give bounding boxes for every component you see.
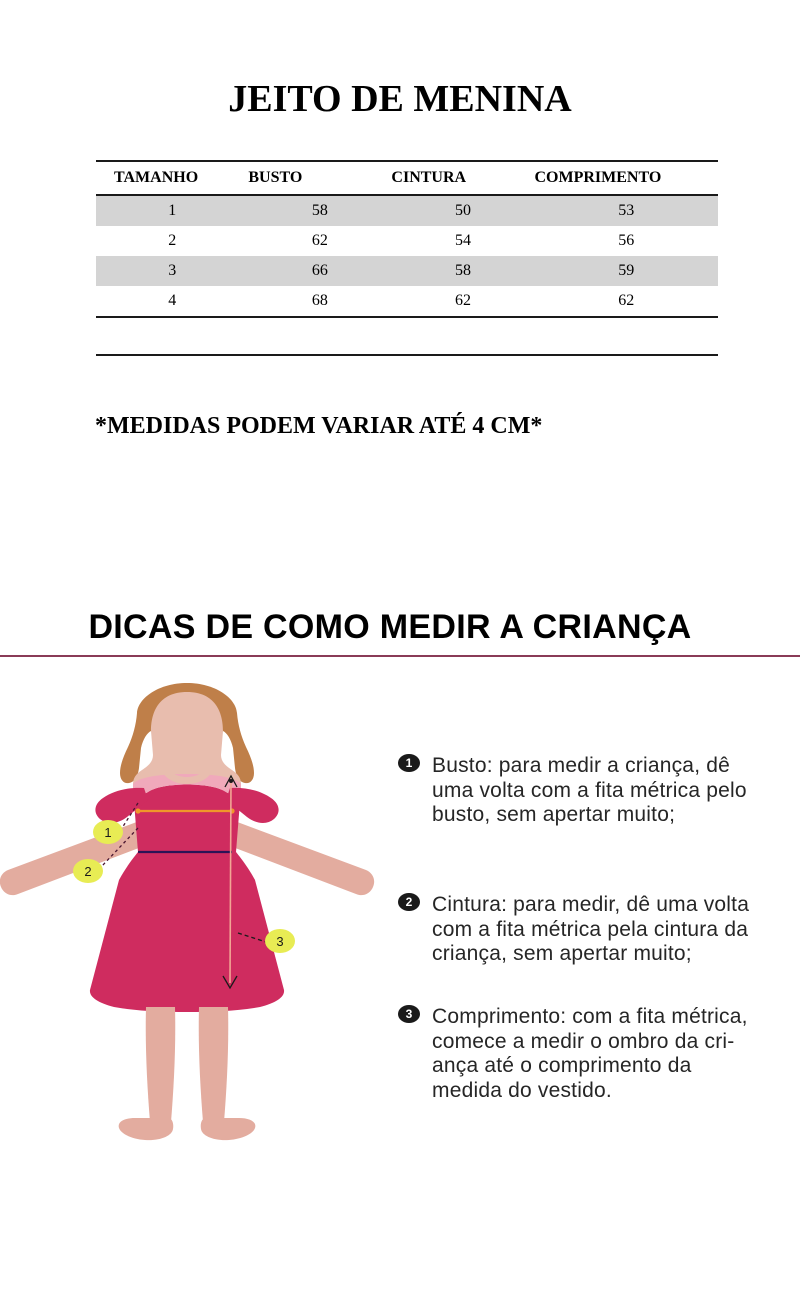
svg-text:2: 2 (84, 864, 91, 879)
svg-text:1: 1 (104, 825, 111, 840)
svg-text:3: 3 (276, 934, 283, 949)
